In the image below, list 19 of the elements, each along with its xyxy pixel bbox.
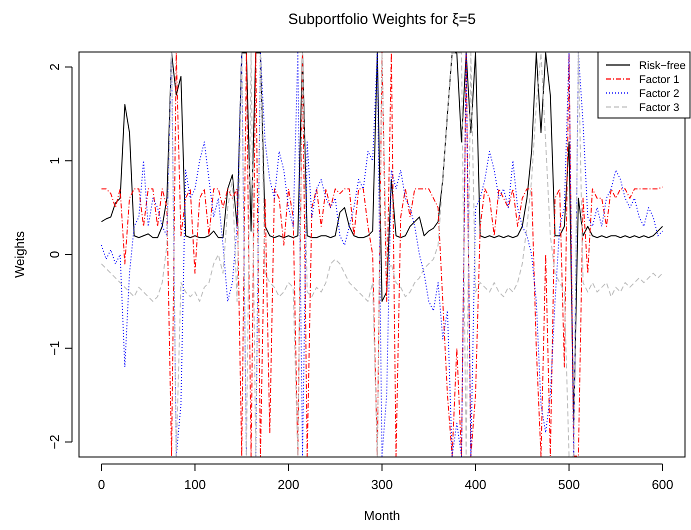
y-axis-title: Weights bbox=[12, 230, 27, 278]
y-tick-label: −1 bbox=[47, 340, 62, 356]
chart-title: Subportfolio Weights for ξ=5 bbox=[288, 11, 476, 28]
x-tick-label: 0 bbox=[98, 477, 106, 492]
y-tick-label: −2 bbox=[47, 434, 62, 450]
x-tick-label: 300 bbox=[371, 477, 393, 492]
x-tick-label: 400 bbox=[464, 477, 486, 492]
x-axis-title: Month bbox=[364, 508, 400, 523]
x-tick-label: 600 bbox=[652, 477, 674, 492]
y-tick-label: 0 bbox=[47, 250, 62, 258]
legend-label: Factor 1 bbox=[639, 74, 680, 86]
x-tick-label: 200 bbox=[278, 477, 300, 492]
x-tick-label: 100 bbox=[184, 477, 206, 492]
legend-label: Factor 3 bbox=[639, 102, 680, 114]
y-tick-label: 2 bbox=[47, 63, 62, 71]
y-tick-label: 1 bbox=[47, 157, 62, 164]
legend-label: Risk−free bbox=[639, 60, 686, 72]
x-tick-label: 500 bbox=[558, 477, 580, 492]
legend-label: Factor 2 bbox=[639, 88, 680, 100]
